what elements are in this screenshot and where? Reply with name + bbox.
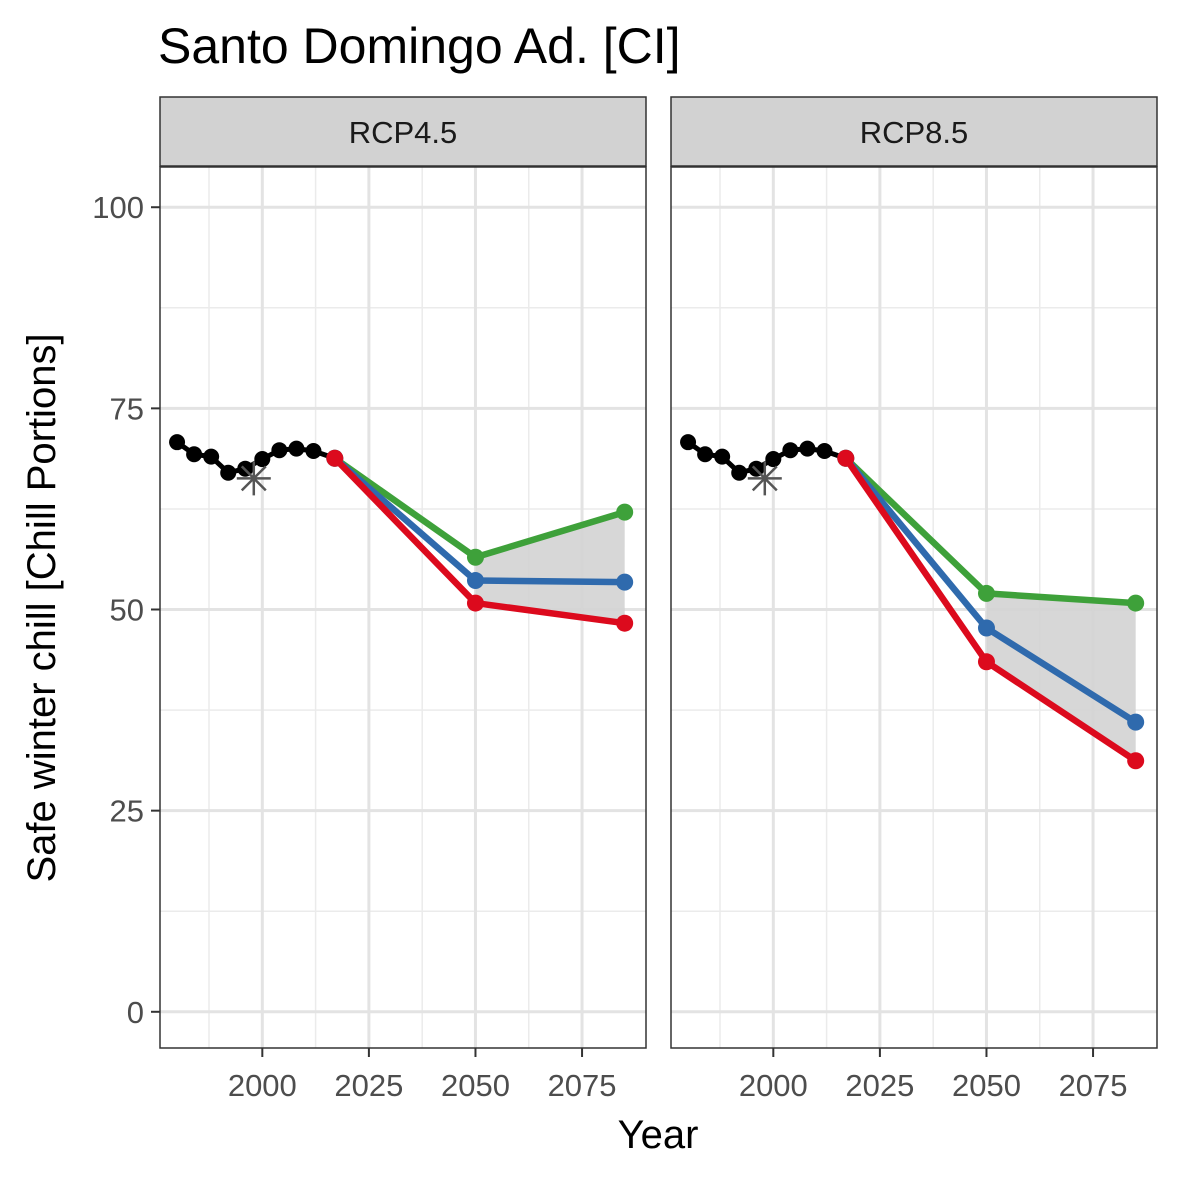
historic-point: [731, 464, 748, 481]
uncertainty-band: [475, 512, 625, 624]
optimistic-point: [616, 503, 634, 521]
x-tick-label: 2000: [228, 1068, 297, 1103]
panel-1: RCP4.5 2000 2025 2050 2075: [159, 96, 647, 1103]
median-point: [977, 619, 995, 637]
historic-point: [765, 451, 782, 468]
historic-point: [288, 440, 305, 457]
historic-point: [254, 451, 271, 468]
historic-point: [680, 434, 697, 451]
panels-layer: RCP4.5 2000 2025 2050 2075 RCP8.5 2000 2025 2050…: [159, 96, 1158, 1103]
x-tick-label: 2050: [952, 1068, 1021, 1103]
facet-strip-label: RCP4.5: [349, 115, 458, 150]
pessimistic-point: [616, 614, 634, 632]
y-axis-title: Safe winter chill [Chill Portions]: [20, 333, 64, 882]
historic-point: [305, 443, 322, 460]
historic-point: [714, 448, 731, 465]
optimistic-point: [466, 548, 484, 566]
median-point: [1127, 713, 1145, 731]
x-tick-label: 2075: [1059, 1068, 1128, 1103]
y-axis: 0 25 50 75 100: [92, 190, 160, 1030]
historic-point: [186, 446, 203, 463]
panel-2: RCP8.5 2000 2025 2050 2075: [670, 96, 1158, 1103]
median-point: [466, 572, 484, 590]
pessimistic-point: [837, 449, 855, 467]
optimistic-point: [1127, 594, 1145, 612]
x-tick-label: 2075: [548, 1068, 617, 1103]
historic-point: [169, 434, 186, 451]
y-tick-label: 25: [110, 794, 144, 829]
x-tick-label: 2000: [739, 1068, 808, 1103]
observed-marker-stroke: [240, 465, 267, 492]
chart-title: Santo Domingo Ad. [CI]: [158, 18, 681, 74]
pessimistic-point: [466, 594, 484, 612]
x-tick-label: 2025: [334, 1068, 403, 1103]
observed-marker-stroke: [751, 465, 778, 492]
x-tick-label: 2050: [441, 1068, 510, 1103]
historic-point: [203, 448, 220, 465]
historic-point: [271, 442, 288, 459]
y-tick-label: 75: [110, 391, 144, 426]
pessimistic-point: [1127, 752, 1145, 770]
y-tick-label: 0: [127, 995, 144, 1030]
facet-strip: [159, 96, 647, 167]
observed-marker: [236, 461, 271, 496]
y-tick-label: 50: [110, 593, 144, 628]
y-tick-label: 100: [92, 190, 144, 225]
x-tick-label: 2025: [845, 1068, 914, 1103]
median-point: [616, 573, 634, 591]
pessimistic-point: [977, 653, 995, 671]
historic-point: [697, 446, 714, 463]
pessimistic-point: [326, 449, 344, 467]
historic-point: [220, 464, 237, 481]
x-axis-title: Year: [618, 1113, 699, 1157]
panel-border: [159, 166, 647, 1049]
optimistic-point: [977, 584, 995, 602]
observed-marker: [747, 461, 782, 496]
facet-strip-label: RCP8.5: [860, 115, 969, 150]
panel-border: [670, 166, 1158, 1049]
historic-point: [816, 443, 833, 460]
historic-point: [799, 440, 816, 457]
historic-point: [782, 442, 799, 459]
facet-strip: [670, 96, 1158, 167]
